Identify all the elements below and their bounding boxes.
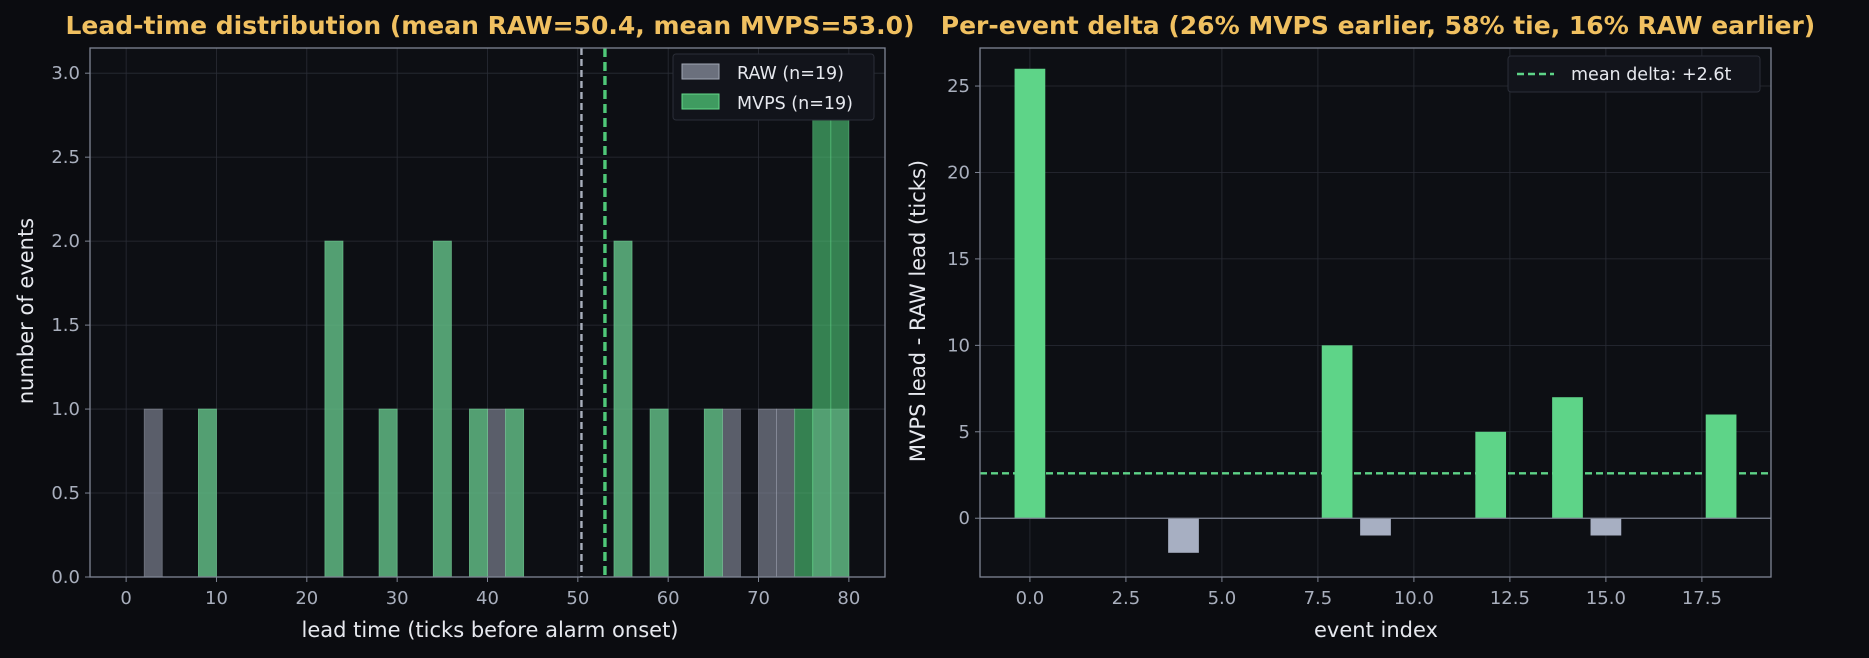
left-x-tick-label: 70 [747, 588, 770, 609]
right-x-tick-label: 0.0 [1016, 588, 1045, 609]
right-x-tick-label: 5.0 [1208, 588, 1237, 609]
mvps-histogram-bar [794, 408, 814, 578]
left-legend: RAW (n=19) MVPS (n=19) [672, 53, 875, 121]
right-x-tick-label: 10.0 [1394, 588, 1434, 609]
delta-bar-positive [1552, 397, 1583, 519]
legend-swatch-raw [681, 63, 720, 80]
left-y-tick-label: 2.5 [51, 147, 80, 168]
left-legend-box [672, 53, 875, 121]
left-y-tick-label: 2.0 [51, 231, 80, 252]
left-x-tick-label: 50 [566, 588, 589, 609]
raw-histogram-bar [487, 408, 506, 578]
right-bars [1014, 68, 1737, 553]
mvps-histogram-bar [613, 240, 633, 578]
left-x-tick-label: 80 [837, 588, 860, 609]
mvps-histogram-bar [469, 408, 488, 578]
left-x-axis-label: lead time (ticks before alarm onset) [301, 618, 678, 642]
right-x-axis-label: event index [1314, 618, 1438, 642]
right-ticks: 0.0 2.5 5.0 7.5 10.0 12.5 15.0 17.5 0 5 10 15 20 25 [947, 76, 1722, 609]
mvps-histogram-bar [812, 72, 832, 578]
right-x-tick-label: 2.5 [1112, 588, 1141, 609]
left-chart-title: Lead-time distribution (mean RAW=50.4, m… [65, 11, 914, 40]
left-ticks: 0 10 20 30 40 50 60 70 80 0.0 0.5 1.0 1.5 2.0 2.5 3.0 [51, 63, 860, 609]
delta-bar-negative [1168, 518, 1199, 553]
mvps-histogram-bar [378, 408, 398, 578]
delta-bar-positive [1475, 431, 1507, 519]
left-y-tick-label: 3.0 [51, 63, 80, 84]
left-x-tick-label: 40 [476, 588, 499, 609]
right-reference-lines [980, 472, 1771, 519]
right-y-tick-label: 25 [947, 76, 970, 97]
delta-bar-negative [1360, 518, 1391, 536]
left-y-axis-label: number of events [14, 218, 38, 404]
right-y-tick-label: 5 [959, 422, 970, 443]
legend-swatch-mvps [681, 93, 720, 110]
legend-label-raw: RAW (n=19) [737, 64, 844, 84]
delta-bar-positive [1705, 414, 1737, 519]
right-x-tick-label: 15.0 [1586, 588, 1626, 609]
left-y-tick-label: 0.0 [51, 567, 80, 588]
right-x-tick-label: 12.5 [1490, 588, 1530, 609]
right-x-tick-label: 17.5 [1682, 588, 1722, 609]
left-y-tick-label: 1.5 [51, 315, 80, 336]
left-x-tick-label: 30 [386, 588, 409, 609]
legend-label-mean-delta: mean delta: +2.6t [1571, 65, 1731, 85]
raw-histogram-bar [776, 408, 796, 578]
mvps-histogram-bar [432, 240, 452, 578]
left-x-tick-label: 0 [120, 588, 131, 609]
mvps-histogram-bar [649, 408, 669, 578]
left-x-tick-label: 10 [205, 588, 228, 609]
left-x-tick-label: 20 [295, 588, 318, 609]
left-x-tick-label: 60 [657, 588, 680, 609]
right-y-tick-label: 0 [959, 508, 970, 529]
delta-bar-positive [1014, 68, 1046, 519]
right-y-tick-label: 20 [947, 162, 970, 183]
mvps-histogram-bar [703, 408, 723, 578]
left-bars [143, 72, 850, 578]
right-y-tick-label: 15 [947, 249, 970, 270]
delta-bar-positive [1321, 345, 1353, 519]
left-mean-lines [580, 48, 607, 577]
left-y-tick-label: 1.0 [51, 399, 80, 420]
right-x-tick-label: 7.5 [1304, 588, 1333, 609]
right-legend-box [1507, 55, 1761, 93]
mvps-histogram-bar [505, 408, 525, 578]
delta-bar-negative [1590, 518, 1622, 536]
raw-histogram-bar [721, 408, 741, 578]
legend-label-mvps: MVPS (n=19) [737, 94, 853, 114]
raw-histogram-bar [143, 408, 163, 578]
raw-histogram-bar [758, 408, 777, 578]
right-legend: mean delta: +2.6t [1507, 55, 1761, 93]
right-chart-title: Per-event delta (26% MVPS earlier, 58% t… [941, 11, 1815, 40]
mvps-histogram-bar [324, 240, 344, 578]
lead-time-histogram: 0 10 20 30 40 50 60 70 80 0.0 0.5 1.0 1.5 2.0 2.5 3.0 L… [14, 11, 915, 642]
mvps-histogram-bar [198, 408, 217, 578]
right-y-tick-label: 10 [947, 335, 970, 356]
right-plot-area [980, 48, 1771, 577]
right-y-axis-label: MVPS lead - RAW lead (ticks) [906, 160, 930, 462]
left-y-tick-label: 0.5 [51, 483, 80, 504]
right-plot-frame [979, 47, 1772, 578]
mvps-histogram-bar [830, 72, 850, 578]
per-event-delta-chart: 0.0 2.5 5.0 7.5 10.0 12.5 15.0 17.5 0 5 10 15 20 25 P… [906, 11, 1815, 642]
